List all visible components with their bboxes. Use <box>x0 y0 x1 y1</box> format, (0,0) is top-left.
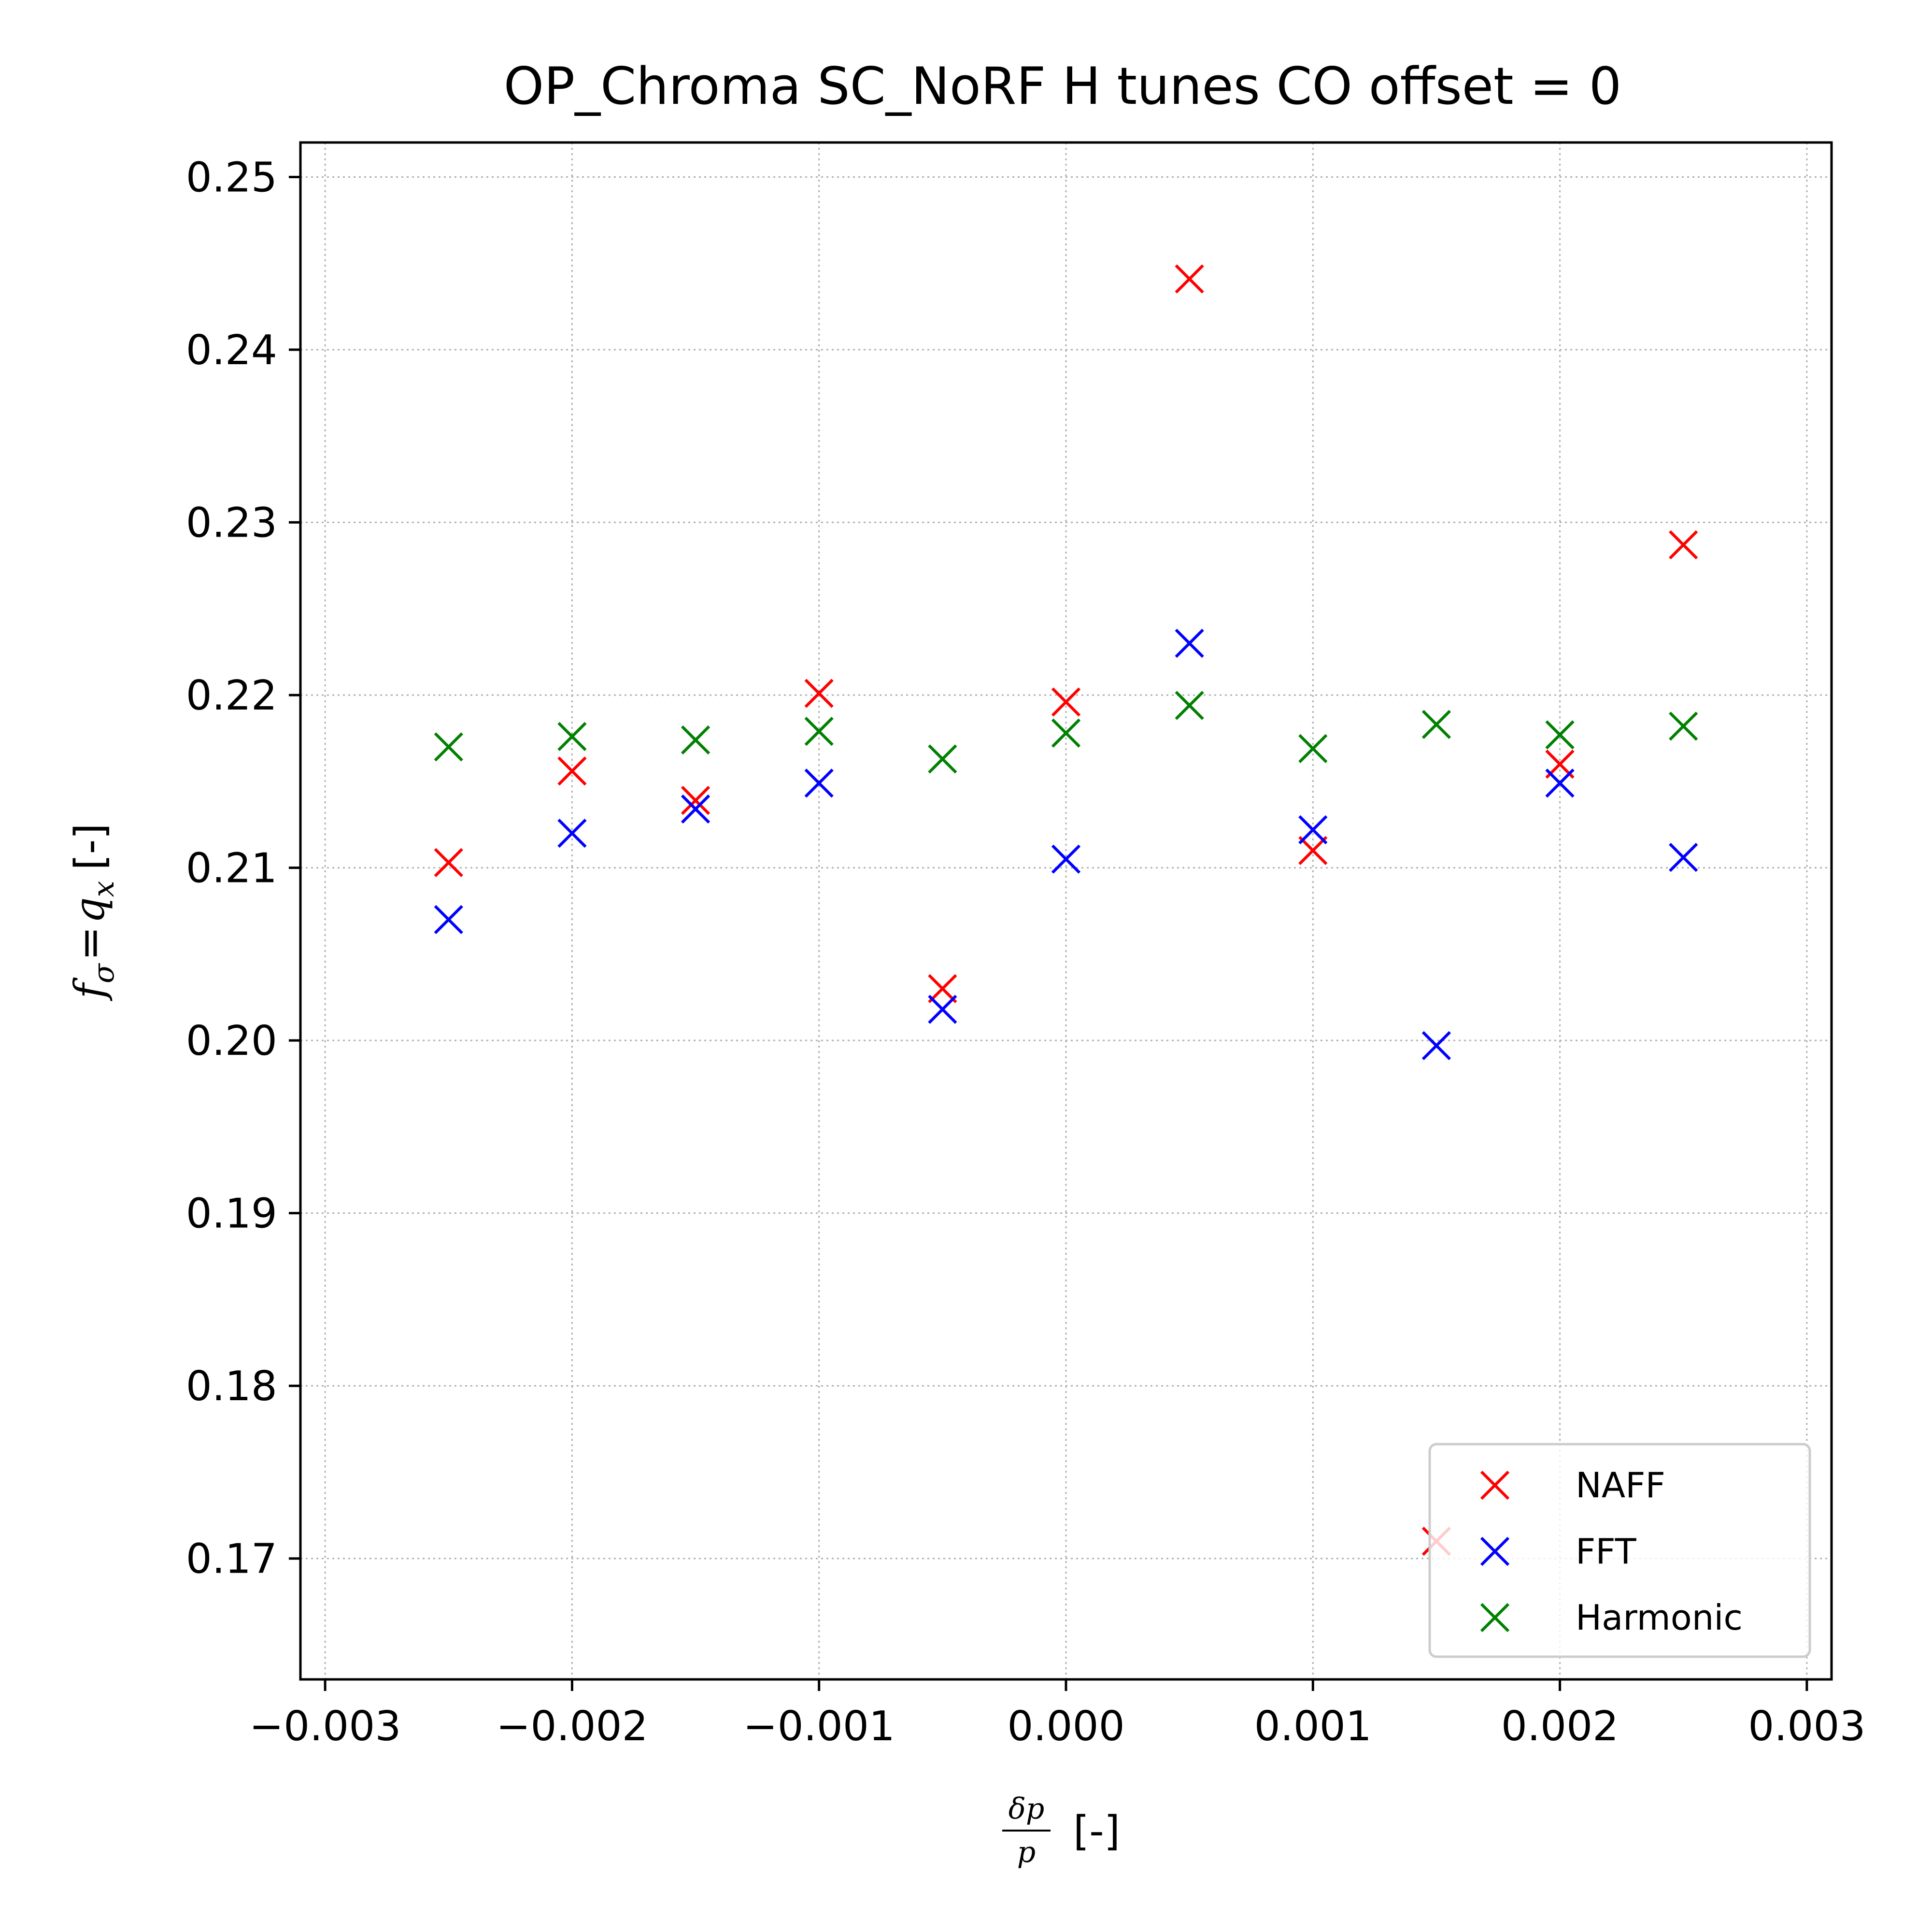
harmonic-point <box>1421 710 1451 739</box>
y-label-sub-x: x <box>87 881 121 897</box>
legend-fft-label: FFT <box>1576 1531 1637 1572</box>
harmonic-point <box>557 722 587 752</box>
fft-point <box>1051 844 1081 874</box>
y-label-sub-sigma: σ <box>87 963 121 983</box>
y-label-suffix: [-] <box>66 824 114 870</box>
svg-text:fσ=qx[-]: fσ=qx[-] <box>66 824 121 1002</box>
legend: NAFF FFT Harmonic <box>1428 1443 1811 1658</box>
y-tick-label: 0.18 <box>186 1363 277 1410</box>
chart-title: OP_Chroma SC_NoRF H tunes CO offset = 0 <box>504 57 1621 116</box>
legend-naff-marker <box>1480 1470 1510 1500</box>
naff-point <box>928 974 957 1004</box>
x-axis-ticks: −0.003 −0.002 −0.001 0.000 0.001 0.002 0.003 <box>249 1679 1866 1750</box>
naff-point <box>1669 530 1698 560</box>
legend-harmonic-label: Harmonic <box>1576 1597 1743 1638</box>
harmonic-point <box>1051 718 1081 748</box>
y-tick-label: 0.17 <box>186 1535 277 1583</box>
y-label-equals: = <box>66 926 114 961</box>
grid-lines <box>300 142 1832 1679</box>
y-tick-label: 0.20 <box>186 1017 277 1065</box>
y-tick-label: 0.25 <box>186 154 277 202</box>
harmonic-point <box>1298 734 1328 764</box>
x-tick-label: 0.003 <box>1748 1703 1865 1750</box>
x-tick-label: −0.003 <box>249 1703 401 1750</box>
harmonic-point <box>1545 720 1575 750</box>
x-tick-label: −0.002 <box>496 1703 648 1750</box>
x-axis-label: δp p [-] <box>1002 1792 1120 1869</box>
y-axis-ticks: 0.17 0.18 0.19 0.20 0.21 0.22 0.23 0.24 0.25 <box>186 154 300 1583</box>
legend-fft-marker <box>1480 1536 1510 1566</box>
x-label-denominator: p <box>1017 1835 1036 1869</box>
y-axis-label: fσ=qx[-] <box>66 824 121 1002</box>
harmonic-point <box>804 717 834 746</box>
harmonic-point <box>928 744 957 774</box>
legend-harmonic-marker <box>1480 1603 1510 1633</box>
fft-point <box>928 994 957 1024</box>
fft-point <box>681 794 710 824</box>
x-tick-label: 0.001 <box>1254 1703 1372 1750</box>
naff-point <box>557 756 587 786</box>
y-tick-label: 0.19 <box>186 1190 277 1238</box>
fft-point <box>434 905 463 935</box>
fft-point <box>1421 1031 1451 1060</box>
y-label-q: q <box>66 897 114 923</box>
fft-point <box>1669 843 1698 872</box>
fft-point <box>1298 815 1328 845</box>
x-tick-label: −0.001 <box>743 1703 895 1750</box>
y-tick-label: 0.22 <box>186 672 277 720</box>
x-tick-label: 0.002 <box>1501 1703 1619 1750</box>
fft-point <box>1175 628 1204 658</box>
fft-point <box>804 768 834 798</box>
data-marks <box>434 264 1698 1556</box>
naff-point <box>1175 264 1204 294</box>
x-label-numerator: δp <box>1009 1792 1045 1826</box>
naff-point <box>434 848 463 878</box>
x-tick-label: 0.000 <box>1007 1703 1124 1750</box>
legend-box <box>1428 1443 1811 1658</box>
harmonic-point <box>434 732 463 762</box>
naff-point <box>1298 836 1328 865</box>
naff-point <box>1051 687 1081 717</box>
naff-point <box>804 679 834 708</box>
harmonic-point <box>681 725 710 755</box>
legend-naff-label: NAFF <box>1576 1465 1665 1506</box>
x-label-suffix: [-] <box>1073 1807 1120 1855</box>
harmonic-point <box>1175 691 1204 720</box>
y-tick-label: 0.24 <box>186 327 277 374</box>
fft-point <box>1545 768 1575 798</box>
fft-point <box>557 818 587 848</box>
y-tick-label: 0.21 <box>186 845 277 893</box>
naff-point <box>681 786 710 815</box>
y-tick-label: 0.23 <box>186 499 277 547</box>
harmonic-point <box>1669 711 1698 741</box>
